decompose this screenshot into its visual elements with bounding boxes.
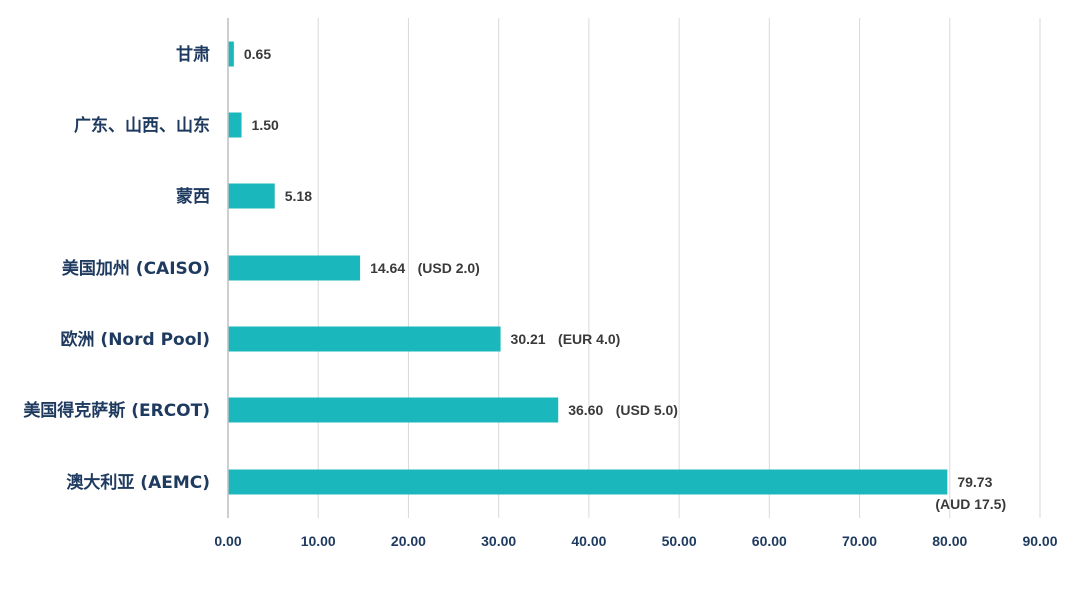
data-label-note: (AUD 17.5) [935, 496, 1006, 512]
x-tick-label: 10.00 [301, 533, 336, 549]
category-label: 广东、山西、山东 [74, 115, 210, 136]
data-label-note: (USD 2.0) [418, 260, 480, 276]
data-label: 0.65 [244, 46, 271, 62]
data-label-note: (EUR 4.0) [558, 331, 620, 347]
x-tick-label: 80.00 [932, 533, 967, 549]
data-label: 14.64 [370, 260, 405, 276]
bar [228, 326, 501, 352]
data-label: 36.60 [568, 402, 603, 418]
category-label: 甘肃 [176, 44, 210, 65]
x-tick-label: 90.00 [1022, 533, 1057, 549]
bar [228, 112, 242, 138]
data-label: 5.18 [285, 188, 312, 204]
x-tick-label: 60.00 [752, 533, 787, 549]
category-label: 澳大利亚 (AEMC) [66, 472, 210, 493]
data-label: 30.21 [511, 331, 546, 347]
data-labels: 0.65 1.50 5.18 14.64 (USD 2.0) 30.21 (EUR 4.0)… [244, 46, 1006, 512]
data-label: 79.73 [957, 474, 992, 490]
x-tick-label: 50.00 [662, 533, 697, 549]
x-axis-tick-labels: 0.00 10.00 20.00 30.00 40.00 50.00 60.00 70.00 8… [214, 533, 1057, 549]
category-label: 美国加州 (CAISO) [62, 258, 210, 279]
bar [228, 183, 275, 209]
bar [228, 41, 234, 67]
x-tick-label: 20.00 [391, 533, 426, 549]
bar [228, 397, 559, 423]
data-label: 1.50 [252, 117, 279, 133]
category-label: 美国得克萨斯 (ERCOT) [23, 400, 210, 421]
x-tick-label: 30.00 [481, 533, 516, 549]
bars [228, 41, 948, 495]
x-tick-label: 70.00 [842, 533, 877, 549]
category-label: 蒙西 [176, 186, 210, 207]
x-tick-label: 40.00 [571, 533, 606, 549]
data-label-note: (USD 5.0) [616, 402, 678, 418]
category-label: 欧洲 (Nord Pool) [61, 329, 210, 350]
x-tick-label: 0.00 [214, 533, 241, 549]
bar [228, 255, 361, 281]
bar [228, 469, 948, 495]
gridlines [317, 18, 1041, 518]
